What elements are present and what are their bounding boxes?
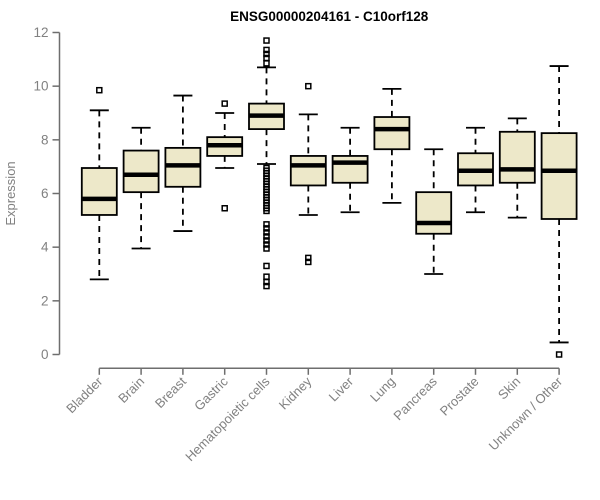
outlier-point bbox=[263, 221, 270, 228]
boxplot-group-bladder bbox=[80, 86, 118, 281]
y-axis-tick-label: 2 bbox=[41, 293, 49, 308]
iqr-box bbox=[540, 132, 578, 220]
outlier-point bbox=[263, 37, 270, 44]
y-axis-tick-label: 8 bbox=[41, 132, 49, 147]
y-axis-tick-label: 4 bbox=[41, 240, 49, 255]
outlier-point bbox=[263, 60, 270, 67]
boxplot-group-pancreas bbox=[415, 148, 453, 275]
boxplot-group-skin bbox=[498, 117, 536, 219]
outlier-point bbox=[263, 278, 270, 286]
outlier-point bbox=[263, 282, 270, 290]
boxplot-group-liver bbox=[331, 126, 369, 214]
iqr-box bbox=[80, 167, 118, 216]
outlier-point bbox=[263, 225, 270, 232]
outlier-point bbox=[263, 241, 270, 248]
iqr-box bbox=[289, 155, 327, 187]
boxplot-group-prostate bbox=[457, 126, 494, 214]
y-axis-tick-label: 0 bbox=[41, 347, 49, 362]
boxplot-group-lung bbox=[373, 87, 411, 204]
outlier-point bbox=[96, 86, 103, 94]
y-axis-tick-label: 6 bbox=[41, 186, 49, 201]
chart-title: ENSG00000204161 - C10orf128 bbox=[230, 9, 429, 24]
iqr-box bbox=[122, 149, 160, 194]
boxplot-group-gastric bbox=[206, 100, 244, 212]
outlier-point bbox=[305, 258, 312, 266]
outlier-point bbox=[263, 245, 270, 252]
outlier-point bbox=[263, 46, 270, 54]
outlier-point bbox=[263, 233, 270, 240]
iqr-box bbox=[373, 116, 411, 151]
boxplot-group-hematopoietic-cells bbox=[248, 37, 285, 290]
y-axis-tick-label: 10 bbox=[33, 79, 48, 94]
outlier-point bbox=[263, 229, 270, 236]
outlier-point bbox=[263, 207, 270, 215]
outlier-point bbox=[555, 351, 563, 358]
boxplot-group-unknown-other bbox=[540, 65, 578, 358]
outlier-point bbox=[263, 50, 270, 58]
iqr-box bbox=[415, 191, 453, 235]
outlier-point bbox=[263, 237, 270, 244]
y-axis-tick-label: 12 bbox=[33, 25, 48, 40]
y-axis: 0 2 4 6 8 10 12 bbox=[33, 25, 61, 362]
outlier-point bbox=[305, 82, 312, 90]
boxplot-group-breast bbox=[164, 94, 202, 232]
outlier-point bbox=[221, 100, 228, 107]
iqr-box bbox=[331, 155, 369, 184]
outlier-point bbox=[305, 254, 312, 262]
outlier-point bbox=[263, 262, 270, 270]
boxplot-group-brain bbox=[122, 126, 160, 250]
iqr-box bbox=[498, 130, 536, 184]
boxplot-group-kidney bbox=[289, 82, 327, 266]
y-axis-title: Expression bbox=[3, 161, 18, 225]
outlier-point bbox=[221, 205, 228, 212]
